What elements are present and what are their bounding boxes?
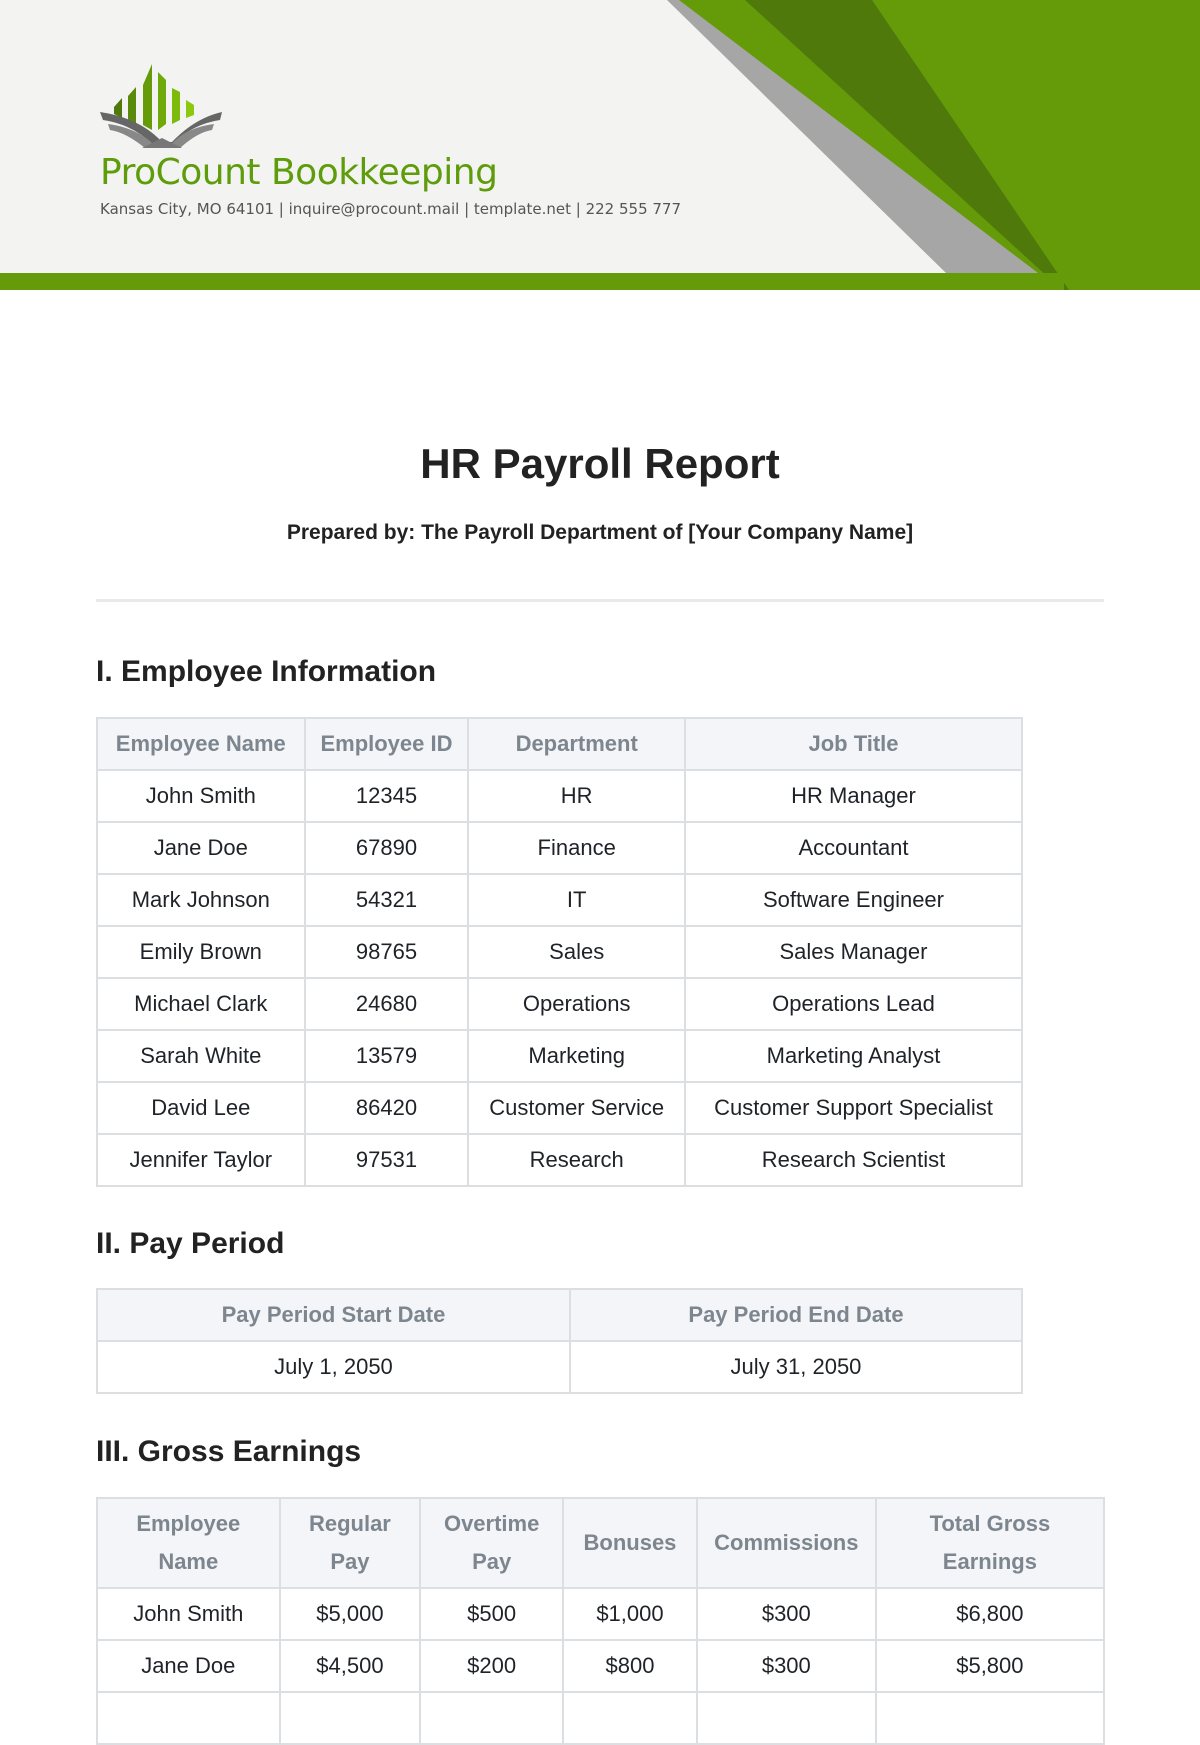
table-cell: [419, 1691, 565, 1745]
table-cell: 13579: [303, 1029, 470, 1083]
table-cell: David Lee: [96, 1081, 306, 1135]
table-cell: $5,800: [874, 1639, 1106, 1693]
table-cell: $200: [419, 1639, 565, 1693]
table-cell: Finance: [467, 821, 686, 875]
section-heading-employee-info: I. Employee Information: [96, 655, 437, 688]
table-cell: $1,000: [562, 1587, 698, 1641]
table-cell: Customer Support Specialist: [684, 1081, 1023, 1135]
table-cell: Marketing Analyst: [684, 1029, 1023, 1083]
column-header: Pay Period Start Date: [96, 1288, 571, 1342]
section-heading-gross-earnings: III. Gross Earnings: [96, 1435, 362, 1468]
table-cell: Sales Manager: [684, 925, 1023, 979]
table-row: Jane Doe $4,500 $200 $800 $300 $5,800: [96, 1639, 1106, 1693]
table-cell: 86420: [303, 1081, 470, 1135]
company-contact: Kansas City, MO 64101 | inquire@procount…: [100, 200, 682, 218]
table-cell: July 31, 2050: [568, 1340, 1024, 1394]
table-cell: $300: [695, 1639, 877, 1693]
table-cell: $300: [695, 1587, 877, 1641]
table-row: David Lee 86420 Customer Service Customer S…: [96, 1081, 1023, 1135]
table-cell: 67890: [303, 821, 470, 875]
column-header: Regular Pay: [278, 1497, 422, 1589]
table-row: Michael Clark 24680 Operations Operations L…: [96, 977, 1023, 1031]
table-row: [96, 1691, 1106, 1745]
table-row: John Smith 12345 HR HR Manager: [96, 769, 1023, 823]
table-cell: Jane Doe: [96, 821, 306, 875]
column-header: Bonuses: [562, 1497, 698, 1589]
table-row: John Smith $5,000 $500 $1,000 $300 $6,800: [96, 1587, 1106, 1641]
table-cell: John Smith: [96, 769, 306, 823]
column-header: Employee Name: [96, 1497, 281, 1589]
table-row: Jennifer Taylor 97531 Research Research Sci…: [96, 1133, 1023, 1187]
gross-earnings-table: Employee Name Regular Pay Overtime Pay Bonu…: [96, 1497, 1106, 1745]
table-cell: $500: [419, 1587, 565, 1641]
table-header-row: Employee Name Employee ID Department Job Ti…: [96, 717, 1023, 771]
table-row: Mark Johnson 54321 IT Software Engineer: [96, 873, 1023, 927]
employee-info-table: Employee Name Employee ID Department Job Ti…: [96, 717, 1023, 1187]
table-cell: Operations Lead: [684, 977, 1023, 1031]
table-cell: IT: [467, 873, 686, 927]
table-cell: HR: [467, 769, 686, 823]
table-header-row: Employee Name Regular Pay Overtime Pay Bonu…: [96, 1497, 1106, 1589]
table-cell: 98765: [303, 925, 470, 979]
column-header: Employee Name: [96, 717, 306, 771]
banner-graphic: [0, 0, 1200, 290]
table-cell: [278, 1691, 422, 1745]
table-row: Sarah White 13579 Marketing Marketing Analy…: [96, 1029, 1023, 1083]
column-header: Total Gross Earnings: [874, 1497, 1106, 1589]
table-cell: $5,000: [278, 1587, 422, 1641]
table-cell: HR Manager: [684, 769, 1023, 823]
table-cell: 54321: [303, 873, 470, 927]
table-cell: Accountant: [684, 821, 1023, 875]
column-header: Department: [467, 717, 686, 771]
table-cell: Research: [467, 1133, 686, 1187]
column-header: Pay Period End Date: [568, 1288, 1024, 1342]
table-cell: Marketing: [467, 1029, 686, 1083]
table-cell: Mark Johnson: [96, 873, 306, 927]
table-row: Emily Brown 98765 Sales Sales Manager: [96, 925, 1023, 979]
table-cell: [874, 1691, 1106, 1745]
table-cell: Sales: [467, 925, 686, 979]
table-cell: Operations: [467, 977, 686, 1031]
report-title: HR Payroll Report: [420, 440, 780, 487]
table-cell: Jane Doe: [96, 1639, 281, 1693]
table-cell: Software Engineer: [684, 873, 1023, 927]
table-cell: [562, 1691, 698, 1745]
table-cell: John Smith: [96, 1587, 281, 1641]
table-cell: 97531: [303, 1133, 470, 1187]
pay-period-table: Pay Period Start Date Pay Period End Date…: [96, 1288, 1024, 1394]
section-heading-pay-period: II. Pay Period: [96, 1227, 285, 1260]
table-cell: Research Scientist: [684, 1133, 1023, 1187]
table-cell: 24680: [303, 977, 470, 1031]
column-header: Employee ID: [303, 717, 470, 771]
letterhead-banner: ProCount Bookkeeping Kansas City, MO 641…: [0, 0, 1200, 290]
table-cell: $4,500: [278, 1639, 422, 1693]
column-header: Overtime Pay: [419, 1497, 565, 1589]
table-header-row: Pay Period Start Date Pay Period End Date: [96, 1288, 1024, 1342]
table-cell: Sarah White: [96, 1029, 306, 1083]
table-cell: Emily Brown: [96, 925, 306, 979]
divider: [96, 599, 1104, 602]
table-cell: $6,800: [874, 1587, 1106, 1641]
table-cell: [96, 1691, 281, 1745]
table-row: Jane Doe 67890 Finance Accountant: [96, 821, 1023, 875]
table-cell: Michael Clark: [96, 977, 306, 1031]
company-name: ProCount Bookkeeping: [100, 152, 498, 193]
table-cell: July 1, 2050: [96, 1340, 571, 1394]
table-cell: $800: [562, 1639, 698, 1693]
table-cell: Customer Service: [467, 1081, 686, 1135]
prepared-by: Prepared by: The Payroll Department of […: [286, 521, 914, 544]
column-header: Job Title: [684, 717, 1023, 771]
logo-icon: [100, 64, 222, 148]
column-header: Commissions: [695, 1497, 877, 1589]
table-row: July 1, 2050 July 31, 2050: [96, 1340, 1024, 1394]
table-cell: [695, 1691, 877, 1745]
table-cell: Jennifer Taylor: [96, 1133, 306, 1187]
table-cell: 12345: [303, 769, 470, 823]
